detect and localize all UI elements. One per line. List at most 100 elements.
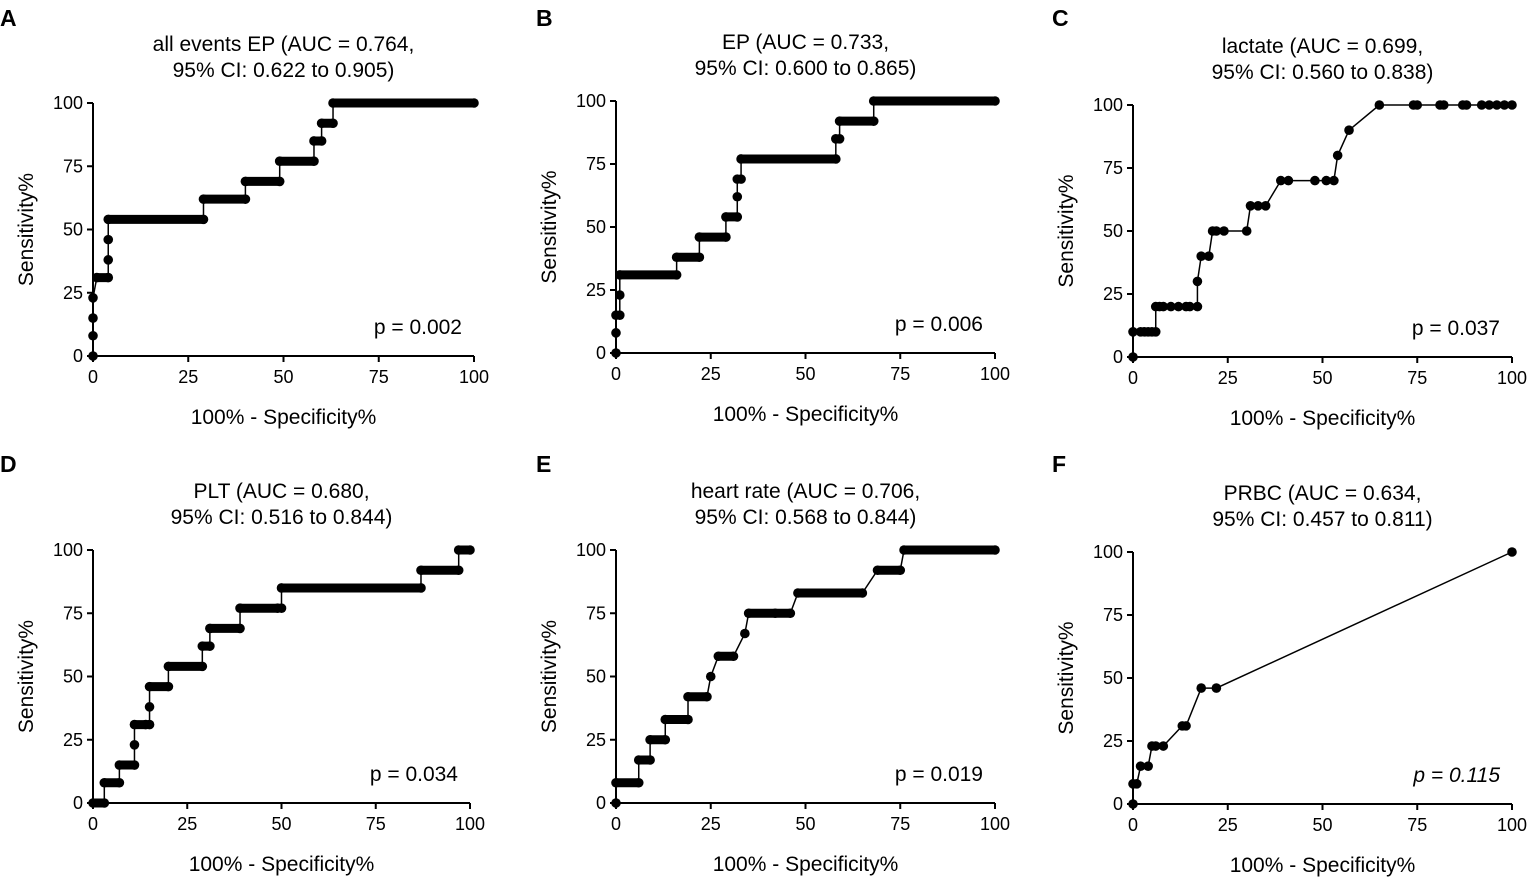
roc-point: [793, 588, 803, 598]
roc-point: [1253, 201, 1263, 211]
roc-point: [732, 191, 743, 202]
roc-point: [1344, 125, 1354, 135]
roc-point: [785, 608, 796, 619]
x-tick-label: 75: [1407, 368, 1427, 388]
y-tick-label: 0: [73, 346, 83, 366]
y-tick-label: 100: [1093, 542, 1123, 562]
roc-point: [1158, 741, 1169, 751]
roc-point: [1150, 741, 1161, 751]
x-tick-label: 50: [795, 814, 815, 834]
roc-point: [316, 136, 327, 146]
x-tick-label: 50: [271, 814, 291, 834]
roc-point: [163, 681, 174, 692]
roc-panel-b: B EP (AUC = 0.733, 95% CI: 0.600 to 0.865)…: [536, 5, 1010, 426]
x-tick-label: 25: [178, 367, 198, 387]
roc-point: [1166, 301, 1176, 312]
roc-point: [1135, 761, 1146, 771]
x-tick-label: 0: [1128, 815, 1138, 835]
roc-point: [1173, 301, 1184, 312]
x-axis-label: 100% - Specificity%: [1230, 854, 1416, 877]
roc-point: [469, 98, 479, 108]
roc-point: [1241, 226, 1252, 236]
x-tick-label: 0: [611, 364, 621, 384]
y-tick-label: 75: [586, 154, 606, 174]
y-tick-label: 100: [576, 540, 606, 560]
roc-point: [990, 545, 1000, 555]
roc-point: [694, 232, 705, 242]
roc-point: [611, 348, 621, 358]
y-tick-label: 50: [586, 667, 606, 687]
roc-point: [1283, 175, 1294, 186]
y-axis-label: Sensitivity%: [15, 173, 38, 286]
y-tick-label: 100: [53, 540, 83, 560]
roc-point: [88, 313, 98, 323]
roc-point: [144, 719, 155, 730]
roc-point: [1196, 683, 1207, 693]
roc-point: [899, 545, 909, 555]
x-tick-label: 25: [177, 814, 197, 834]
roc-point: [274, 156, 285, 166]
chart-title-line-2: 95% CI: 0.600 to 0.865): [695, 57, 917, 80]
roc-point: [88, 351, 98, 361]
y-tick-label: 0: [596, 793, 606, 813]
roc-point: [721, 212, 731, 222]
roc-point: [453, 565, 464, 576]
roc-point: [1276, 175, 1286, 186]
y-tick-label: 75: [1103, 158, 1123, 178]
x-axis-label: 100% - Specificity%: [1230, 407, 1416, 430]
roc-point: [416, 565, 426, 576]
panel-letter: C: [1052, 5, 1069, 31]
x-tick-label: 25: [701, 814, 721, 834]
roc-point: [1321, 175, 1332, 186]
roc-point: [1192, 301, 1203, 312]
roc-point: [144, 681, 155, 692]
roc-point: [660, 734, 671, 745]
y-axis-label: Sensitivity%: [538, 170, 561, 283]
roc-point: [633, 777, 644, 788]
y-axis-label: Sensitivity%: [538, 620, 561, 733]
roc-point: [1329, 175, 1339, 186]
roc-point: [1492, 100, 1502, 110]
roc-point: [88, 798, 98, 808]
roc-point: [713, 651, 724, 662]
roc-point: [88, 293, 98, 303]
roc-point: [144, 702, 155, 712]
x-tick-label: 0: [1128, 368, 1138, 388]
roc-point: [453, 545, 464, 555]
y-axis-label: Sensitivity%: [15, 620, 38, 733]
roc-point: [1461, 100, 1472, 110]
roc-point: [309, 156, 319, 166]
roc-panel-f: F PRBC (AUC = 0.634, 95% CI: 0.457 to 0.81…: [1052, 451, 1527, 877]
roc-point: [197, 641, 208, 651]
y-tick-label: 0: [1113, 347, 1123, 367]
roc-point: [276, 603, 287, 613]
roc-point: [416, 583, 426, 593]
roc-point: [645, 734, 655, 745]
x-axis-label: 100% - Specificity%: [713, 403, 899, 426]
p-value-annotation: p = 0.037: [1412, 317, 1500, 340]
roc-point: [274, 176, 285, 187]
roc-point: [868, 116, 879, 126]
roc-point: [99, 777, 110, 788]
x-tick-label: 50: [1312, 368, 1332, 388]
x-tick-label: 0: [88, 367, 98, 387]
x-tick-label: 75: [1407, 815, 1427, 835]
roc-point: [103, 214, 114, 225]
roc-point: [205, 641, 215, 651]
roc-point: [163, 661, 174, 672]
roc-point: [1196, 251, 1207, 261]
roc-point: [736, 154, 746, 164]
roc-point: [103, 272, 114, 283]
roc-point: [205, 623, 215, 634]
roc-point: [316, 118, 327, 129]
roc-point: [990, 96, 1000, 106]
roc-point: [129, 760, 140, 770]
roc-point: [1484, 100, 1495, 110]
p-value-annotation: p = 0.006: [895, 313, 983, 336]
roc-point: [721, 232, 731, 242]
roc-point: [660, 714, 671, 725]
roc-point: [197, 661, 208, 672]
x-tick-label: 100: [459, 367, 489, 387]
roc-point: [702, 691, 712, 702]
